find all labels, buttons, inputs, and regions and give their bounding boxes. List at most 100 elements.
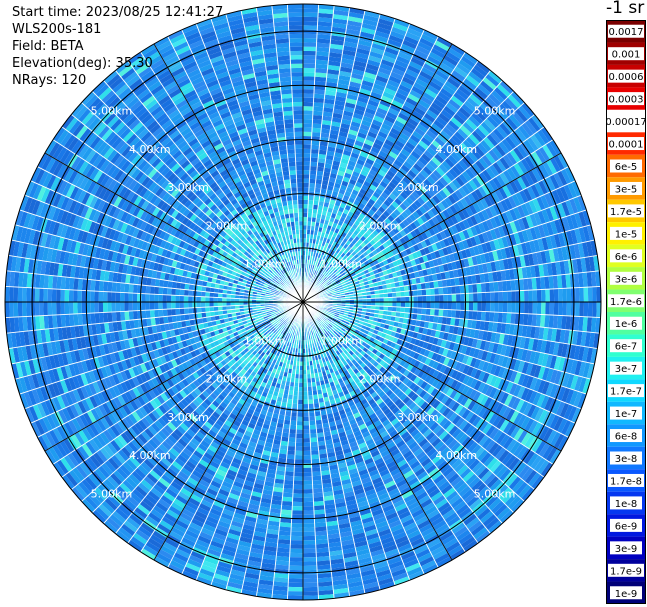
sector-cell	[459, 124, 472, 137]
sector-cell	[420, 193, 429, 203]
sector-cell	[326, 146, 336, 153]
sector-cell	[356, 47, 371, 56]
sector-cell	[410, 56, 425, 67]
sector-cell	[347, 160, 357, 167]
sector-cell	[358, 92, 371, 100]
sector-cell	[342, 49, 357, 57]
sector-cell	[438, 189, 448, 200]
sector-cell	[358, 259, 364, 265]
sector-cell	[417, 302, 423, 309]
sector-cell	[312, 479, 323, 485]
sector-cell	[537, 129, 550, 145]
sector-cell	[350, 121, 361, 128]
sector-cell	[332, 18, 348, 25]
sector-cell	[409, 221, 418, 231]
sector-cell	[310, 225, 315, 231]
sector-cell	[364, 139, 374, 147]
sector-cell	[359, 188, 367, 196]
sector-cell	[303, 472, 313, 477]
sector-cell	[303, 399, 309, 405]
sector-cell	[510, 279, 516, 292]
sector-cell	[312, 110, 324, 116]
sector-cell	[468, 293, 474, 302]
sector-cell	[431, 156, 442, 167]
sector-cell	[450, 151, 462, 163]
sector-cell	[352, 267, 359, 273]
sector-cell	[303, 174, 310, 179]
sector-cell	[318, 283, 322, 288]
sector-cell	[303, 123, 313, 128]
sector-cell	[494, 143, 507, 157]
sector-cell	[291, 403, 298, 409]
sector-cell	[354, 104, 367, 112]
sector-cell	[402, 188, 412, 197]
sector-cell	[369, 51, 384, 60]
sector-cell	[507, 302, 512, 313]
sector-cell	[312, 475, 322, 481]
sector-cell	[341, 114, 353, 122]
sector-cell	[303, 459, 312, 464]
sector-cell	[406, 224, 414, 233]
sector-cell	[380, 146, 391, 155]
sector-cell	[310, 161, 318, 167]
sector-cell	[303, 38, 317, 43]
sector-cell	[318, 153, 327, 160]
sector-cell	[303, 433, 311, 439]
sector-cell	[430, 288, 435, 296]
sector-cell	[303, 76, 315, 81]
sector-cell	[366, 59, 381, 68]
sector-cell	[408, 153, 419, 164]
sector-cell	[426, 302, 431, 309]
sector-cell	[428, 51, 444, 63]
sector-cell	[463, 78, 478, 91]
sector-cell	[583, 302, 589, 317]
sector-cell	[460, 55, 476, 68]
sector-cell	[504, 135, 517, 150]
sector-cell	[370, 205, 379, 213]
sector-cell	[345, 186, 354, 194]
sector-cell	[363, 14, 380, 23]
sector-cell	[388, 192, 398, 201]
sector-cell	[342, 176, 351, 183]
sector-cell	[294, 455, 303, 460]
sector-cell	[465, 168, 476, 180]
sector-cell	[355, 256, 362, 262]
sector-cell	[487, 70, 503, 84]
sector-cell	[334, 200, 342, 207]
sector-cell	[335, 258, 341, 265]
sector-cell	[320, 259, 325, 265]
sector-cell	[541, 289, 546, 302]
sector-cell	[338, 206, 345, 213]
sector-cell	[340, 246, 346, 253]
sector-cell	[445, 140, 457, 152]
sector-cell	[303, 382, 308, 388]
sector-cell	[303, 59, 316, 64]
sector-cell	[506, 151, 518, 166]
sector-cell	[473, 302, 478, 312]
sector-cell	[353, 166, 362, 174]
sector-cell	[291, 518, 303, 524]
sector-cell	[396, 88, 410, 98]
sector-cell	[313, 496, 324, 502]
sector-cell	[343, 145, 353, 153]
sector-cell	[322, 175, 330, 182]
sector-cell	[505, 116, 519, 131]
sector-cell	[303, 127, 313, 132]
sector-cell	[335, 91, 348, 98]
sector-cell	[290, 540, 303, 545]
sector-cell	[351, 170, 361, 178]
sector-cell	[410, 202, 419, 211]
sector-cell	[375, 26, 392, 35]
sector-cell	[502, 154, 514, 168]
sector-cell	[317, 17, 333, 23]
sector-cell	[343, 243, 349, 250]
sector-cell	[459, 285, 465, 294]
sector-cell	[317, 12, 334, 19]
sector-cell	[331, 208, 339, 215]
sector-cell	[386, 135, 397, 144]
sector-cell	[358, 202, 366, 210]
sector-cell	[339, 262, 345, 268]
sector-cell	[289, 552, 303, 558]
sector-cell	[287, 591, 303, 596]
sector-cell	[417, 99, 431, 110]
